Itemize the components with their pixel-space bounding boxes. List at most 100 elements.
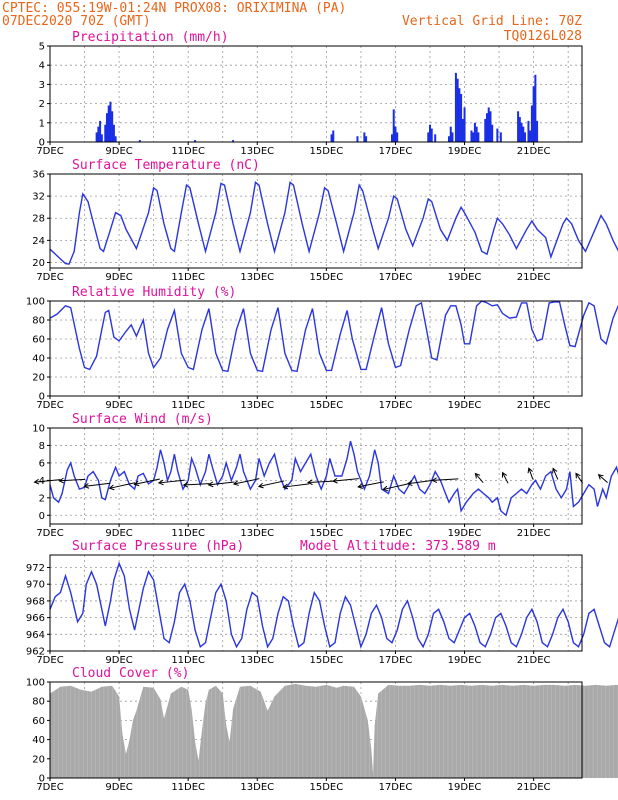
humidity-series-line <box>49 300 618 373</box>
precip-bar <box>392 109 395 142</box>
wind-arrow-head <box>501 471 508 478</box>
wind-arrow-head <box>282 483 289 490</box>
wind-arrow-head <box>182 481 189 488</box>
wind-arrow-head <box>552 467 558 474</box>
wind-arrow-head <box>575 472 581 479</box>
precip-bar <box>194 140 197 142</box>
precip-bar <box>232 140 235 142</box>
panel-wind: 0 2 4 6 8 10 7DEC 9DEC 11DEC 13DEC 15DEC 17DEC 19DEC… <box>32 412 618 539</box>
precip-bar <box>363 132 366 142</box>
cloud-xtick-label: 7DEC <box>36 782 63 793</box>
wind-arrow <box>158 479 185 484</box>
humidity-ytick-label: 40 <box>32 354 45 365</box>
pressure-series-line <box>49 561 618 650</box>
precip-bar <box>330 134 333 142</box>
precip-bar <box>454 72 457 142</box>
pressure-ytick-label: 962 <box>26 647 45 658</box>
wind-xtick-label: 11DEC <box>171 528 205 539</box>
pressure-ytick-label: 966 <box>26 613 45 624</box>
cloud-frame <box>49 681 583 779</box>
wind-arrow-head <box>83 483 90 489</box>
precip-bar <box>448 136 450 142</box>
precip-bar <box>518 117 521 142</box>
precip-bar <box>356 136 359 142</box>
temperature-ytick-label: 28 <box>32 214 45 225</box>
cloud-xtick-label: 9DEC <box>105 782 132 793</box>
precipitation-ytick-label: 3 <box>39 80 45 91</box>
humidity-xtick-label: 7DEC <box>36 400 63 411</box>
humidity-ytick-label: 0 <box>39 392 45 403</box>
wind-arrow <box>109 482 136 489</box>
precip-bar <box>463 107 466 142</box>
wind-arrow-head <box>108 484 115 491</box>
wind-arrow <box>208 481 235 486</box>
cloud-ytick-label: 0 <box>39 774 45 785</box>
wind-arrow <box>258 480 285 487</box>
precip-bar <box>461 118 464 142</box>
cloud-ytick-label: 60 <box>32 716 45 727</box>
cloud-ytick-label: 20 <box>32 754 45 765</box>
temperature-xtick-label: 9DEC <box>105 272 132 283</box>
panel-humidity: 0 20 40 60 80 100 7DEC 9DEC 11DEC 13DEC 15DEC 17DEC… <box>26 285 618 411</box>
wind-ytick-label: 0 <box>39 511 45 522</box>
cloud-xtick-label: 11DEC <box>171 782 205 793</box>
header-grid-line: Vertical Grid Line: 70Z <box>402 14 582 29</box>
precip-bar <box>106 113 108 142</box>
temperature-frame <box>49 173 583 269</box>
precipitation-ytick-label: 5 <box>39 42 45 53</box>
temperature-xtick-label: 19DEC <box>448 272 482 283</box>
panel-pressure-title: Surface Pressure (hPa) <box>72 539 244 554</box>
precip-bar <box>427 132 430 142</box>
humidity-xtick-label: 19DEC <box>448 400 482 411</box>
wind-arrow <box>528 468 534 480</box>
wind-arrow <box>502 472 509 484</box>
panel-cloud: 0 20 40 60 80 100 7DEC 9DEC 11DEC 13DEC 15DEC 17DEC… <box>26 666 618 793</box>
wind-arrow-head <box>232 480 239 486</box>
precip-bar <box>365 136 368 142</box>
temperature-xtick-label: 11DEC <box>171 272 205 283</box>
precipitation-xtick-label: 9DEC <box>105 146 132 157</box>
humidity-xtick-label: 15DEC <box>309 400 343 411</box>
cloud-xtick-label: 15DEC <box>309 782 343 793</box>
temperature-ytick-label: 36 <box>32 170 45 181</box>
precipitation-frame <box>49 45 583 143</box>
precipitation-xtick-label: 19DEC <box>448 146 482 157</box>
precip-bar <box>491 124 494 142</box>
precipitation-ytick-label: 1 <box>39 118 45 129</box>
panel-temperature-title: Surface Temperature (nC) <box>72 158 260 173</box>
precip-bar <box>114 136 117 142</box>
wind-arrow <box>432 478 459 481</box>
wind-ytick-label: 4 <box>39 476 45 487</box>
pressure-ytick-label: 970 <box>26 580 45 591</box>
pressure-frame <box>49 554 583 652</box>
wind-arrow-head <box>474 472 481 479</box>
wind-arrow-head <box>58 477 64 484</box>
precipitation-xtick-label: 13DEC <box>240 146 274 157</box>
cloud-ytick-label: 100 <box>26 678 45 689</box>
precip-bar <box>487 107 490 142</box>
wind-arrow <box>59 478 86 482</box>
precip-bar <box>332 130 335 142</box>
wind-ytick-label: 6 <box>39 458 45 469</box>
humidity-ytick-label: 20 <box>32 373 45 384</box>
precip-bar <box>517 111 520 142</box>
wind-xtick-label: 19DEC <box>448 528 482 539</box>
wind-arrow <box>475 473 484 483</box>
precip-bar <box>109 101 112 142</box>
wind-arrow-head <box>207 481 214 488</box>
cloud-ytick-label: 40 <box>32 735 45 746</box>
wind-arrow-head <box>597 474 604 480</box>
precipitation-xtick-label: 17DEC <box>379 146 413 157</box>
precipitation-xtick-label: 15DEC <box>309 146 343 157</box>
wind-xtick-label: 13DEC <box>240 528 274 539</box>
pressure-xtick-label: 11DEC <box>171 655 205 666</box>
temperature-series-line <box>49 180 618 265</box>
wind-xtick-label: 7DEC <box>36 528 63 539</box>
humidity-frame <box>49 300 583 397</box>
wind-arrow-head <box>33 478 40 485</box>
humidity-xtick-label: 21DEC <box>517 400 551 411</box>
precip-bar <box>100 134 103 142</box>
precip-bar <box>486 113 488 142</box>
precip-bar <box>104 124 107 142</box>
